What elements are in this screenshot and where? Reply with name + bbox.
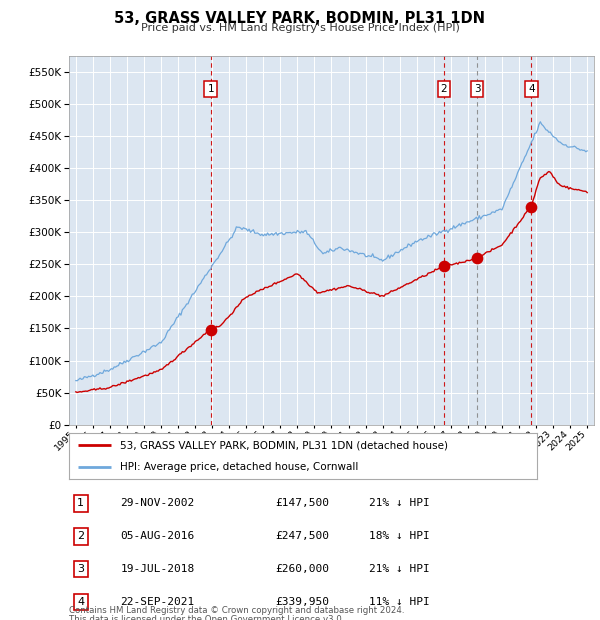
Point <box>439 261 449 271</box>
Text: 19-JUL-2018: 19-JUL-2018 <box>121 564 195 574</box>
Text: 18% ↓ HPI: 18% ↓ HPI <box>368 531 429 541</box>
Point <box>206 325 215 335</box>
Text: 29-NOV-2002: 29-NOV-2002 <box>121 498 195 508</box>
Text: 4: 4 <box>528 84 535 94</box>
Text: This data is licensed under the Open Government Licence v3.0.: This data is licensed under the Open Gov… <box>69 615 344 620</box>
Text: 53, GRASS VALLEY PARK, BODMIN, PL31 1DN: 53, GRASS VALLEY PARK, BODMIN, PL31 1DN <box>115 11 485 25</box>
Text: 21% ↓ HPI: 21% ↓ HPI <box>368 564 429 574</box>
Text: £339,950: £339,950 <box>275 597 329 607</box>
Point <box>526 202 536 211</box>
Text: 3: 3 <box>474 84 481 94</box>
Text: Contains HM Land Registry data © Crown copyright and database right 2024.: Contains HM Land Registry data © Crown c… <box>69 606 404 616</box>
Text: 1: 1 <box>208 84 214 94</box>
Text: HPI: Average price, detached house, Cornwall: HPI: Average price, detached house, Corn… <box>121 462 359 472</box>
Text: £260,000: £260,000 <box>275 564 329 574</box>
Text: 11% ↓ HPI: 11% ↓ HPI <box>368 597 429 607</box>
Text: 2: 2 <box>77 531 84 541</box>
Text: Price paid vs. HM Land Registry's House Price Index (HPI): Price paid vs. HM Land Registry's House … <box>140 23 460 33</box>
Point <box>472 253 482 263</box>
Text: 1: 1 <box>77 498 84 508</box>
Text: 22-SEP-2021: 22-SEP-2021 <box>121 597 195 607</box>
Text: 3: 3 <box>77 564 84 574</box>
Text: 21% ↓ HPI: 21% ↓ HPI <box>368 498 429 508</box>
Text: 2: 2 <box>440 84 447 94</box>
Text: £247,500: £247,500 <box>275 531 329 541</box>
Text: 53, GRASS VALLEY PARK, BODMIN, PL31 1DN (detached house): 53, GRASS VALLEY PARK, BODMIN, PL31 1DN … <box>121 440 448 450</box>
Text: £147,500: £147,500 <box>275 498 329 508</box>
Text: 05-AUG-2016: 05-AUG-2016 <box>121 531 195 541</box>
Text: 4: 4 <box>77 597 84 607</box>
